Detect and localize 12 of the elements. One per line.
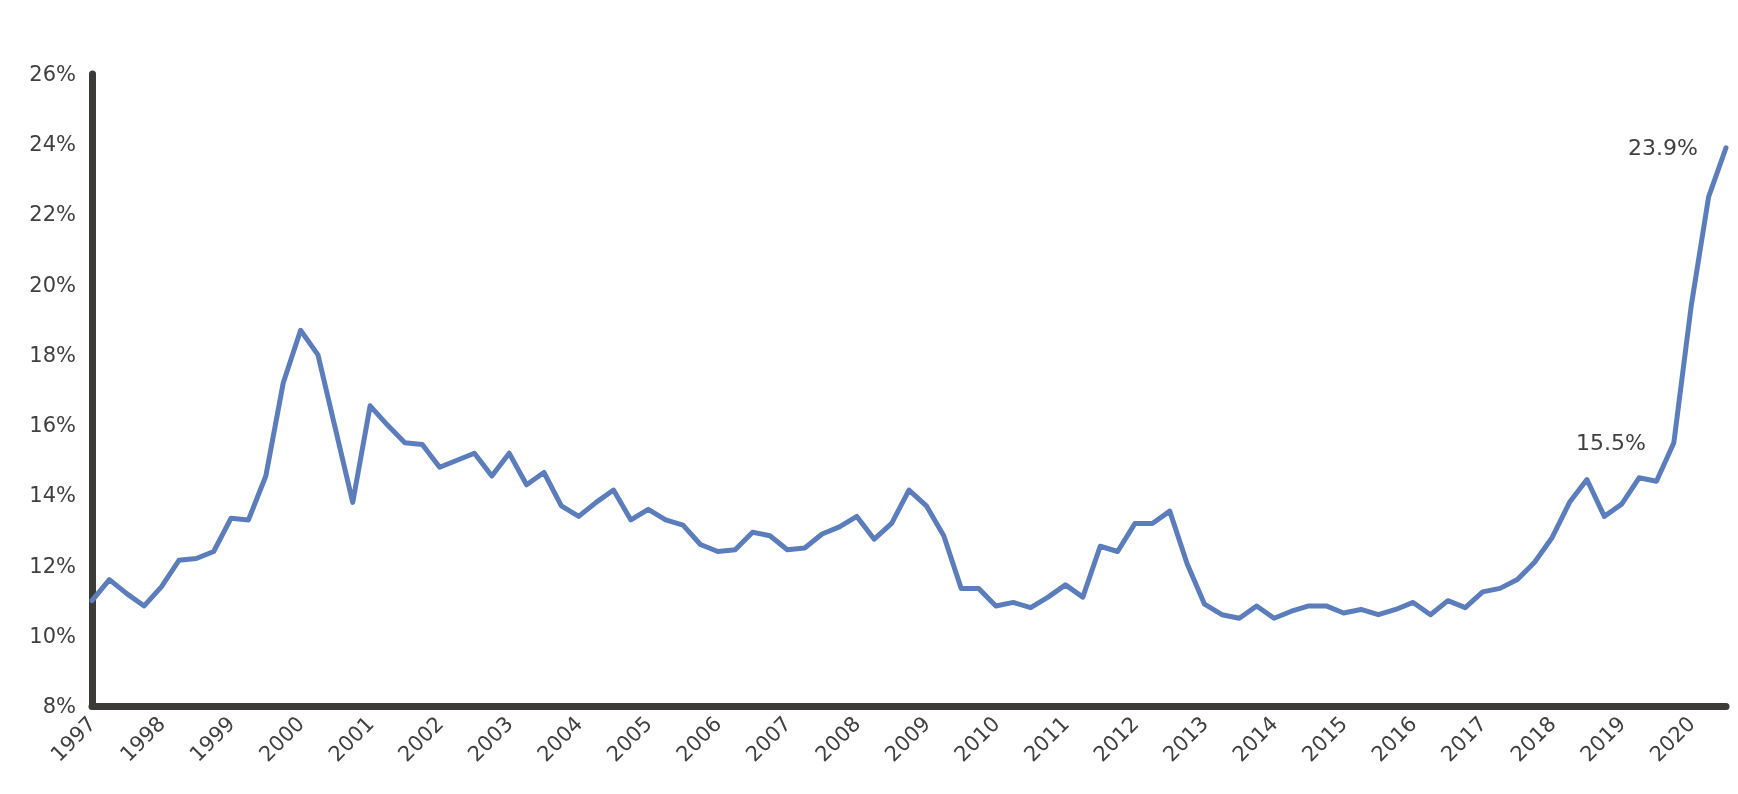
data-label: 15.5% <box>1575 430 1646 456</box>
y-tick-label: 24% <box>29 132 76 157</box>
y-tick-label: 18% <box>29 342 76 367</box>
data-label: 23.9% <box>1628 135 1698 161</box>
y-tick-label: 8% <box>42 694 76 718</box>
y-tick-label: 20% <box>29 272 76 297</box>
y-tick-label: 12% <box>29 553 76 578</box>
y-tick-label: 22% <box>29 202 76 227</box>
y-tick-label: 16% <box>29 413 76 438</box>
y-tick-label: 26% <box>29 62 76 86</box>
y-tick-label: 10% <box>29 623 76 648</box>
y-tick-label: 14% <box>29 483 76 508</box>
